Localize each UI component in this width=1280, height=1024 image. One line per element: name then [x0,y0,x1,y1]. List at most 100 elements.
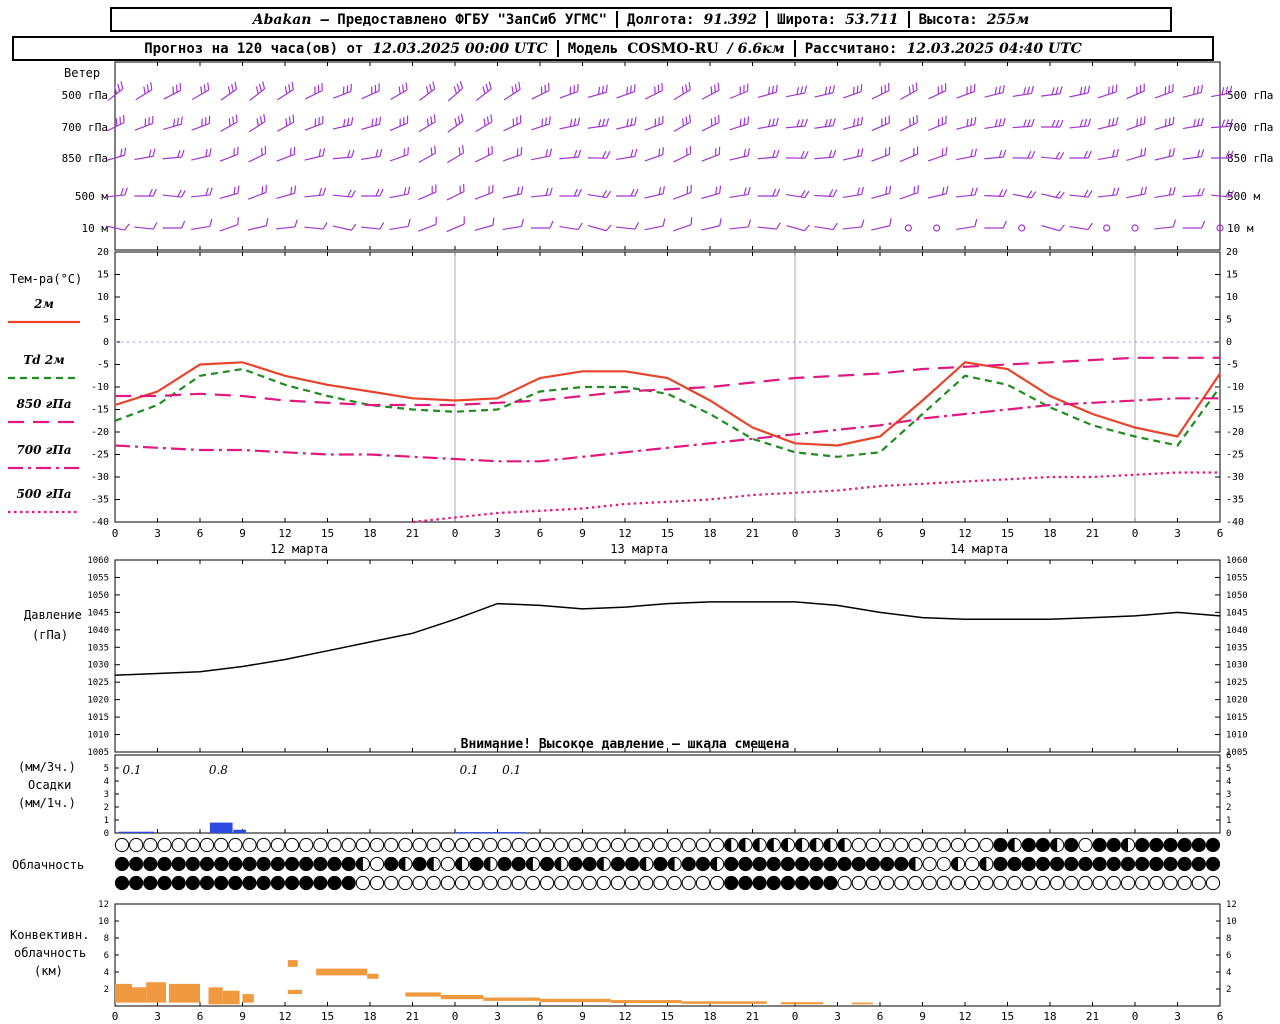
barb-shaft [842,226,862,230]
cloud-cover-symbol [936,875,951,891]
barb-feather [1225,150,1230,159]
barb-feather [406,115,409,124]
barb-shaft [757,124,777,130]
barb-feather [1172,83,1174,92]
convective-cloud-segment [132,987,147,1003]
barb-feather [143,86,146,95]
cloud-cover-symbol [1064,856,1079,872]
barb-shaft [871,225,890,231]
cloud-cover-symbol [624,837,640,853]
conv-ytick-left: 12 [98,900,109,910]
precip-bar [209,822,233,833]
cloud-cover-symbol [1092,837,1107,853]
barb-shaft [1182,156,1202,160]
wind-barb [1069,85,1091,98]
barb-feather [261,186,264,194]
cloud-cover-symbol [313,837,328,853]
barb-feather [1023,119,1027,128]
barb-feather [492,217,495,226]
barb-feather [743,85,745,93]
wind-barb [135,82,153,101]
barb-shaft [899,122,918,132]
cloud-cover-symbol [993,856,1008,872]
wind-barb [871,82,890,100]
wind-level-label-left: 500 м [75,190,108,203]
barb-shaft [701,153,720,162]
barb-shaft [105,194,126,198]
barb-feather [1115,84,1118,92]
calculated-time: 12.03.2025 04:40 UTC [906,40,1082,57]
precip-panel-frame [114,754,1221,834]
cloud-cover-half [823,838,831,852]
barb-feather [152,222,158,230]
cloud-cover-half [767,838,774,852]
pressure-ytick-right: 1025 [1226,678,1248,688]
convective-cloud-segment [168,983,200,1003]
barb-feather [124,147,127,156]
wind-barb [984,189,1008,198]
barb-feather [233,148,235,156]
wind-barb [474,217,495,232]
barb-feather [119,116,121,125]
pressure-ytick-right: 1020 [1226,696,1248,706]
barb-feather [314,86,316,95]
cloud-cover-half [597,857,604,871]
barb-feather [605,118,610,126]
barb-shaft [956,123,975,130]
barb-feather [177,150,181,158]
cloud-cover-symbol [894,856,909,872]
barb-feather [1055,151,1061,159]
barb-feather [633,84,636,92]
wind-barb [1041,190,1065,199]
cloud-cover-symbol [780,856,796,872]
barb-shaft [1069,225,1089,231]
forecast-start-time: 12.03.2025 00:00 UTC [372,40,548,57]
barb-feather [318,117,320,125]
barb-feather [630,149,634,158]
convective-cloud-segment [440,994,484,1000]
cloud-cover-symbol [539,837,555,853]
cloud-cover-symbol [568,875,583,891]
barb-feather [945,147,948,155]
hour-label-bottom: 0 [112,1010,119,1023]
wind-barb [276,146,296,162]
wind-level-label-left: 10 м [82,222,109,235]
barb-shaft [248,153,266,163]
precip-bar [118,831,154,833]
hour-label-bottom: 21 [1086,1010,1099,1023]
wind-barb [361,83,380,100]
wind-barb [531,116,551,131]
barb-feather [1079,119,1084,127]
cloud-cover-symbol [1149,837,1164,853]
wind-barb [587,224,612,232]
barb-feather [1221,119,1226,128]
cloud-cover-symbol [1205,875,1221,891]
cloud-cover-symbol [596,875,611,891]
barb-feather [1027,86,1031,95]
hour-label-bottom: 3 [494,1010,501,1023]
barb-feather [491,145,493,154]
barb-feather [512,118,515,127]
conv-ytick-right: 8 [1226,934,1231,944]
cloud-cover-symbol [908,837,923,853]
pressure-ytick-left: 1050 [87,591,109,601]
barb-feather [1172,116,1175,125]
wind-barb [134,115,154,131]
cloud-cover-symbol [554,875,569,891]
barb-feather [715,148,717,156]
cloud-cover-symbol [1135,856,1150,872]
barb-shaft [475,121,493,133]
temp-ytick-left: 15 [97,270,109,281]
wind-barb [304,148,326,161]
barb-feather [856,85,859,94]
pressure-ytick-left: 1045 [87,608,109,618]
barb-feather [1140,187,1144,195]
cloud-cover-symbol [129,837,144,853]
cloud-cover-symbol [483,837,498,853]
wind-barb [191,115,211,131]
cloud-cover-symbol [171,837,186,853]
barb-feather [913,148,915,156]
cloud-cover-symbol [1035,837,1051,853]
cloud-cover-symbol [809,875,824,891]
cloud-cover-symbol [384,875,399,891]
